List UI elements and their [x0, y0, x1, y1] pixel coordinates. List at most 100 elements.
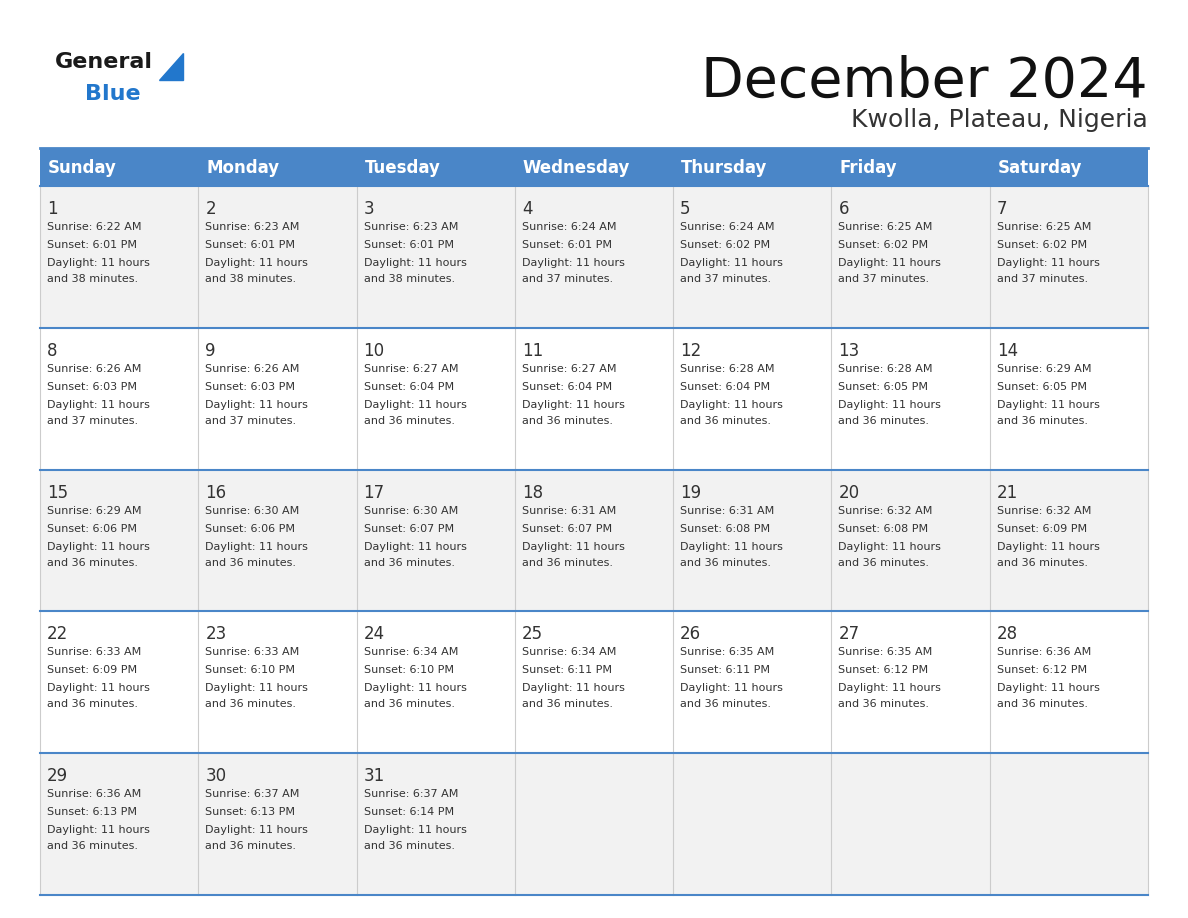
Text: Daylight: 11 hours: Daylight: 11 hours — [997, 542, 1100, 552]
Text: 7: 7 — [997, 200, 1007, 218]
Text: Sunrise: 6:32 AM: Sunrise: 6:32 AM — [997, 506, 1091, 516]
Text: and 36 minutes.: and 36 minutes. — [681, 416, 771, 426]
Text: 30: 30 — [206, 767, 227, 785]
Text: Tuesday: Tuesday — [365, 159, 441, 177]
Text: Sunset: 6:06 PM: Sunset: 6:06 PM — [206, 523, 296, 533]
Text: Sunset: 6:04 PM: Sunset: 6:04 PM — [364, 382, 454, 392]
Text: and 36 minutes.: and 36 minutes. — [48, 700, 138, 710]
Polygon shape — [159, 53, 183, 80]
Text: Daylight: 11 hours: Daylight: 11 hours — [48, 400, 150, 409]
Text: Sunset: 6:07 PM: Sunset: 6:07 PM — [364, 523, 454, 533]
Text: Sunrise: 6:31 AM: Sunrise: 6:31 AM — [522, 506, 617, 516]
Text: and 37 minutes.: and 37 minutes. — [997, 274, 1088, 284]
Text: Sunset: 6:01 PM: Sunset: 6:01 PM — [48, 240, 137, 250]
Text: Sunrise: 6:24 AM: Sunrise: 6:24 AM — [681, 222, 775, 232]
Text: Daylight: 11 hours: Daylight: 11 hours — [997, 400, 1100, 409]
Text: Daylight: 11 hours: Daylight: 11 hours — [522, 400, 625, 409]
Text: 15: 15 — [48, 484, 68, 501]
Text: 10: 10 — [364, 341, 385, 360]
Text: Sunrise: 6:24 AM: Sunrise: 6:24 AM — [522, 222, 617, 232]
Text: Daylight: 11 hours: Daylight: 11 hours — [364, 400, 467, 409]
Text: Sunset: 6:13 PM: Sunset: 6:13 PM — [206, 807, 296, 817]
Text: Daylight: 11 hours: Daylight: 11 hours — [522, 683, 625, 693]
Text: 9: 9 — [206, 341, 216, 360]
Text: Sunrise: 6:23 AM: Sunrise: 6:23 AM — [364, 222, 457, 232]
Bar — [40, 753, 1148, 895]
Text: Daylight: 11 hours: Daylight: 11 hours — [206, 400, 308, 409]
Text: Thursday: Thursday — [681, 159, 767, 177]
Text: 19: 19 — [681, 484, 701, 501]
Text: 8: 8 — [48, 341, 57, 360]
Text: Sunrise: 6:34 AM: Sunrise: 6:34 AM — [522, 647, 617, 657]
Text: Sunset: 6:04 PM: Sunset: 6:04 PM — [522, 382, 612, 392]
Text: 23: 23 — [206, 625, 227, 644]
Text: Daylight: 11 hours: Daylight: 11 hours — [681, 683, 783, 693]
Text: 20: 20 — [839, 484, 860, 501]
Text: 1: 1 — [48, 200, 58, 218]
Text: Sunset: 6:05 PM: Sunset: 6:05 PM — [997, 382, 1087, 392]
Text: Sunset: 6:01 PM: Sunset: 6:01 PM — [522, 240, 612, 250]
Text: Daylight: 11 hours: Daylight: 11 hours — [364, 258, 467, 268]
Text: 3: 3 — [364, 200, 374, 218]
Text: Daylight: 11 hours: Daylight: 11 hours — [681, 542, 783, 552]
Bar — [40, 328, 1148, 470]
Text: Sunset: 6:14 PM: Sunset: 6:14 PM — [364, 807, 454, 817]
Text: Sunset: 6:13 PM: Sunset: 6:13 PM — [48, 807, 137, 817]
Text: Saturday: Saturday — [998, 159, 1082, 177]
Text: and 36 minutes.: and 36 minutes. — [364, 841, 455, 851]
Text: and 36 minutes.: and 36 minutes. — [364, 700, 455, 710]
Text: and 36 minutes.: and 36 minutes. — [522, 700, 613, 710]
Text: Sunset: 6:12 PM: Sunset: 6:12 PM — [997, 666, 1087, 676]
Text: Sunrise: 6:36 AM: Sunrise: 6:36 AM — [48, 789, 141, 800]
Text: and 36 minutes.: and 36 minutes. — [48, 557, 138, 567]
Bar — [40, 186, 1148, 328]
Text: 17: 17 — [364, 484, 385, 501]
Text: Kwolla, Plateau, Nigeria: Kwolla, Plateau, Nigeria — [852, 108, 1148, 132]
Text: Sunrise: 6:29 AM: Sunrise: 6:29 AM — [48, 506, 141, 516]
Text: Sunrise: 6:29 AM: Sunrise: 6:29 AM — [997, 364, 1092, 374]
Bar — [40, 148, 1148, 186]
Text: Sunrise: 6:30 AM: Sunrise: 6:30 AM — [364, 506, 457, 516]
Text: Sunrise: 6:35 AM: Sunrise: 6:35 AM — [681, 647, 775, 657]
Text: 12: 12 — [681, 341, 701, 360]
Text: Sunset: 6:10 PM: Sunset: 6:10 PM — [364, 666, 454, 676]
Bar — [40, 611, 1148, 753]
Text: Sunset: 6:09 PM: Sunset: 6:09 PM — [997, 523, 1087, 533]
Text: Daylight: 11 hours: Daylight: 11 hours — [206, 683, 308, 693]
Text: Sunrise: 6:35 AM: Sunrise: 6:35 AM — [839, 647, 933, 657]
Text: and 36 minutes.: and 36 minutes. — [364, 557, 455, 567]
Text: Sunrise: 6:37 AM: Sunrise: 6:37 AM — [364, 789, 457, 800]
Text: Daylight: 11 hours: Daylight: 11 hours — [839, 683, 941, 693]
Text: Daylight: 11 hours: Daylight: 11 hours — [206, 542, 308, 552]
Text: Wednesday: Wednesday — [523, 159, 630, 177]
Text: and 36 minutes.: and 36 minutes. — [206, 557, 296, 567]
Text: Blue: Blue — [86, 84, 140, 104]
Text: and 36 minutes.: and 36 minutes. — [48, 841, 138, 851]
Text: Daylight: 11 hours: Daylight: 11 hours — [522, 542, 625, 552]
Text: December 2024: December 2024 — [701, 55, 1148, 109]
Text: 16: 16 — [206, 484, 227, 501]
Text: Sunrise: 6:25 AM: Sunrise: 6:25 AM — [997, 222, 1091, 232]
Text: and 37 minutes.: and 37 minutes. — [206, 416, 297, 426]
Text: Daylight: 11 hours: Daylight: 11 hours — [839, 542, 941, 552]
Text: and 38 minutes.: and 38 minutes. — [364, 274, 455, 284]
Text: Sunset: 6:03 PM: Sunset: 6:03 PM — [48, 382, 137, 392]
Text: and 36 minutes.: and 36 minutes. — [997, 416, 1088, 426]
Text: and 37 minutes.: and 37 minutes. — [681, 274, 771, 284]
Text: Daylight: 11 hours: Daylight: 11 hours — [48, 258, 150, 268]
Text: Sunrise: 6:22 AM: Sunrise: 6:22 AM — [48, 222, 141, 232]
Text: Sunset: 6:07 PM: Sunset: 6:07 PM — [522, 523, 612, 533]
Text: 27: 27 — [839, 625, 860, 644]
Text: 14: 14 — [997, 341, 1018, 360]
Text: Sunset: 6:02 PM: Sunset: 6:02 PM — [839, 240, 929, 250]
Text: and 36 minutes.: and 36 minutes. — [997, 557, 1088, 567]
Text: 29: 29 — [48, 767, 68, 785]
Text: Daylight: 11 hours: Daylight: 11 hours — [48, 825, 150, 835]
Text: 26: 26 — [681, 625, 701, 644]
Text: 18: 18 — [522, 484, 543, 501]
Text: Sunrise: 6:34 AM: Sunrise: 6:34 AM — [364, 647, 457, 657]
Text: Sunset: 6:03 PM: Sunset: 6:03 PM — [206, 382, 296, 392]
Text: 6: 6 — [839, 200, 849, 218]
Text: and 36 minutes.: and 36 minutes. — [364, 416, 455, 426]
Text: Daylight: 11 hours: Daylight: 11 hours — [48, 683, 150, 693]
